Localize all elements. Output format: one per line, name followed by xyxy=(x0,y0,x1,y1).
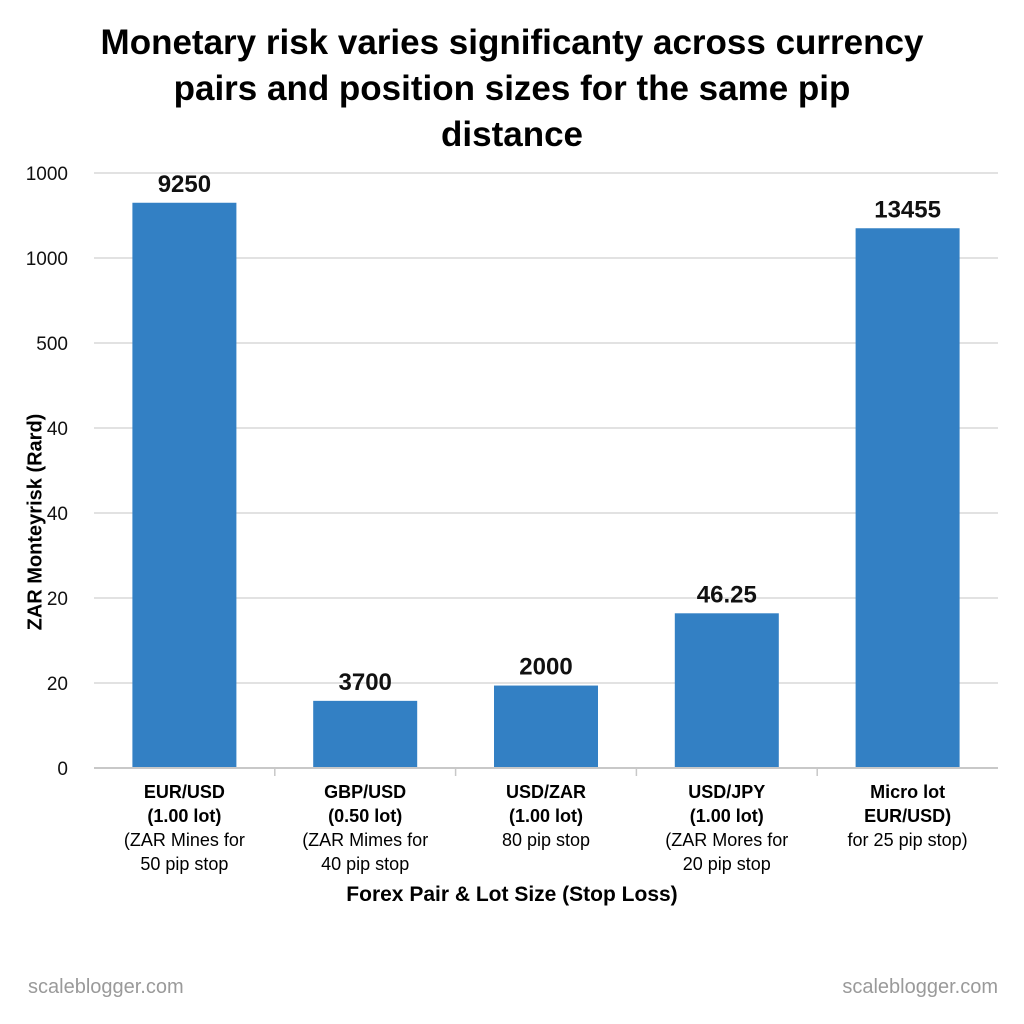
y-tick-label-7: 1000 xyxy=(26,249,68,270)
x-category-1-pair: EUR/USD xyxy=(143,782,225,802)
x-category-5: Micro lot EUR/USD) for 25 pip stop) xyxy=(823,780,993,852)
y-tick-label-1: 0 xyxy=(57,759,68,780)
x-category-3-note-1: 80 pip stop xyxy=(501,830,591,850)
y-tick-label-3: 20 xyxy=(47,589,68,610)
x-category-5-lot: EUR/USD) xyxy=(864,806,952,826)
y-tick-label-4: 40 xyxy=(47,504,68,525)
bar-value-label-4: 46.25 xyxy=(697,581,757,608)
bar-1 xyxy=(132,202,237,768)
x-category-1-note-1: (ZAR Mines for xyxy=(123,830,245,850)
x-category-4-note-1: (ZAR Mores for xyxy=(665,830,789,850)
y-tick-label-2: 20 xyxy=(47,674,68,695)
x-category-1: EUR/USD (1.00 lot) (ZAR Mines for 50 pip… xyxy=(99,780,269,876)
x-category-2: GBP/USD (0.50 lot) (ZAR Mimes for 40 pip… xyxy=(280,780,450,876)
x-category-2-lot: (0.50 lot) xyxy=(328,806,403,826)
y-tick-labels: 0 20 20 40 40 500 1000 1000 xyxy=(26,164,68,780)
x-category-3-lot: (1.00 lot) xyxy=(508,806,583,826)
bar-value-labels: 9250 3700 2000 46.25 13455 xyxy=(158,171,941,696)
x-category-2-pair: GBP/USD xyxy=(324,782,407,802)
watermark-right: scaleblogger.com xyxy=(842,976,998,998)
x-category-4-pair: USD/JPY xyxy=(688,782,766,802)
bar-5 xyxy=(855,228,960,768)
chart-title-line-3: distance xyxy=(441,115,583,154)
bar-4 xyxy=(674,613,779,768)
bars xyxy=(132,202,960,768)
chart-title: Monetary risk varies significanty across… xyxy=(60,20,964,158)
x-category-1-lot: (1.00 lot) xyxy=(147,806,222,826)
bar-2 xyxy=(313,700,418,768)
bar-value-label-1: 9250 xyxy=(158,171,211,198)
x-category-4-lot: (1.00 lot) xyxy=(689,806,764,826)
x-category-5-pair: Micro lot xyxy=(870,782,946,802)
x-category-3-pair: USD/ZAR xyxy=(506,782,586,802)
bar-3 xyxy=(494,685,598,768)
x-axis-label: Forex Pair & Lot Size (Stop Loss) xyxy=(346,883,678,906)
x-category-4: USD/JPY (1.00 lot) (ZAR Mores for 20 pip… xyxy=(642,780,812,876)
y-tick-label-5: 40 xyxy=(47,419,68,440)
watermark-left: scaleblogger.com xyxy=(28,976,184,998)
grid-lines xyxy=(94,172,998,776)
x-category-2-note-1: (ZAR Mimes for xyxy=(302,830,429,850)
y-tick-label-6: 500 xyxy=(36,334,68,355)
bar-value-label-2: 3700 xyxy=(339,669,392,696)
x-category-1-note-2: 50 pip stop xyxy=(140,854,229,874)
chart-title-line-2: pairs and position sizes for the same pi… xyxy=(173,69,851,108)
bar-value-label-3: 2000 xyxy=(519,654,572,681)
x-category-5-note-1: for 25 pip stop) xyxy=(847,830,968,850)
chart-title-line-1: Monetary risk varies significanty across… xyxy=(100,23,924,62)
x-category-2-note-2: 40 pip stop xyxy=(321,854,410,874)
y-tick-label-8: 1000 xyxy=(26,164,68,185)
x-category-3: USD/ZAR (1.00 lot) 80 pip stop xyxy=(461,780,631,852)
x-category-4-note-2: 20 pip stop xyxy=(682,854,771,874)
bar-value-label-5: 13455 xyxy=(874,196,941,223)
